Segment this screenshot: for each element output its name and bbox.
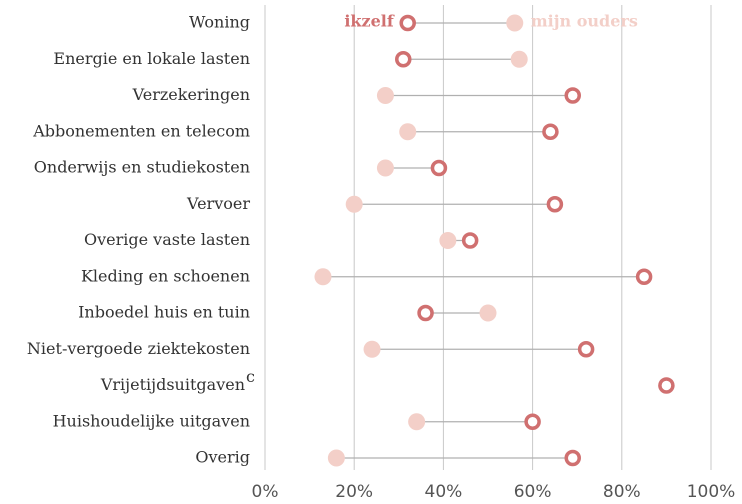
x-tick-label: 100% bbox=[687, 482, 736, 502]
category-label: Overig bbox=[195, 448, 250, 467]
category-label: Woning bbox=[189, 13, 250, 32]
dot-self bbox=[658, 377, 675, 394]
dot-parents bbox=[439, 232, 457, 249]
dot-parents bbox=[327, 449, 345, 467]
dot-parents bbox=[314, 268, 332, 286]
category-label: Vervoer bbox=[186, 194, 250, 213]
dot-self bbox=[417, 304, 434, 322]
category-note: c bbox=[246, 367, 255, 386]
dot-self bbox=[395, 51, 412, 68]
dot-parents bbox=[376, 159, 394, 177]
category-label: Verzekeringen bbox=[132, 85, 250, 104]
x-tick-label: 80% bbox=[603, 482, 641, 502]
x-tick-label: 0% bbox=[252, 482, 279, 502]
category-label: Energie en lokale lasten bbox=[53, 49, 250, 68]
dot-self bbox=[399, 14, 416, 32]
category-label: Vrijetijdsuitgaven bbox=[100, 375, 245, 394]
dot-parents bbox=[506, 14, 524, 32]
category-label: Onderwijs en studiekosten bbox=[34, 158, 250, 177]
dot-parents bbox=[363, 340, 381, 358]
dot-self bbox=[461, 232, 479, 249]
dot-self bbox=[564, 87, 581, 104]
dot-parents bbox=[479, 304, 497, 322]
x-tick-label: 40% bbox=[425, 482, 463, 502]
category-label: Overige vaste lasten bbox=[84, 230, 250, 249]
legend-label: mijn ouders bbox=[531, 12, 638, 31]
dot-parents bbox=[399, 123, 417, 141]
legend-label: ikzelf bbox=[344, 12, 395, 31]
dot-parents bbox=[345, 195, 363, 213]
dot-parents bbox=[376, 87, 394, 104]
x-tick-label: 20% bbox=[335, 482, 373, 502]
category-label: Abbonementen en telecom bbox=[32, 121, 250, 140]
category-label: Inboedel huis en tuin bbox=[78, 303, 250, 322]
category-label: Huishoudelijke uitgaven bbox=[53, 411, 250, 430]
x-tick-label: 60% bbox=[514, 482, 552, 502]
dot-parents bbox=[408, 413, 426, 431]
dot-self bbox=[564, 449, 581, 467]
dot-parents bbox=[510, 50, 528, 68]
dot-self bbox=[430, 159, 448, 177]
category-label: Kleding en schoenen bbox=[81, 266, 250, 285]
category-label: Niet-vergoede ziektekosten bbox=[27, 339, 250, 358]
dot-self bbox=[542, 123, 559, 140]
dot-self bbox=[546, 196, 564, 213]
dot-self bbox=[577, 341, 595, 358]
dot-self bbox=[524, 413, 541, 430]
dot-self bbox=[635, 268, 653, 285]
